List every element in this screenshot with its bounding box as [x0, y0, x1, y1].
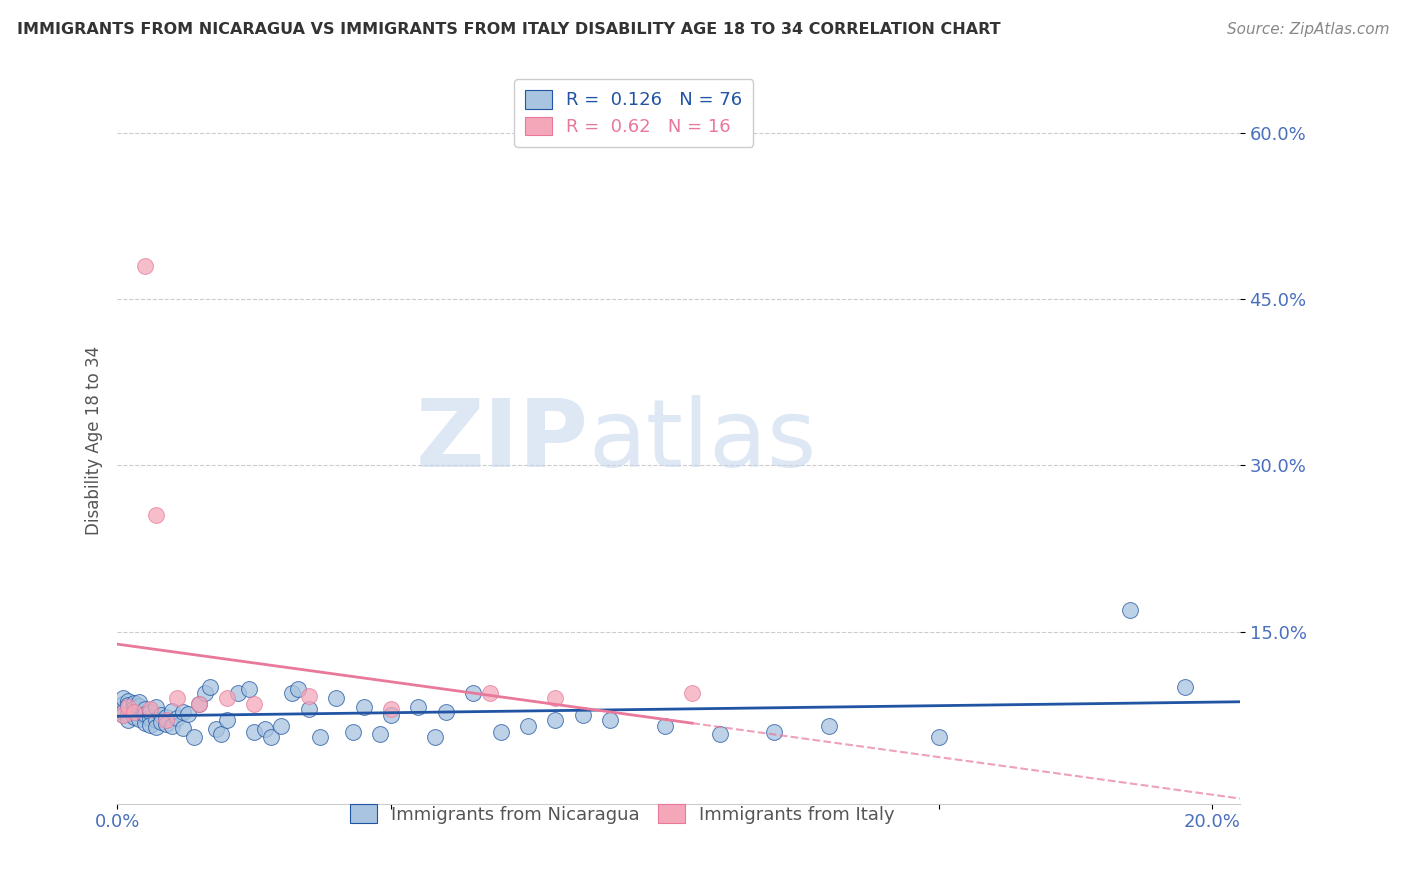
Point [243, 724, 266, 739]
Point [204, 723, 226, 737]
Point [599, 714, 621, 728]
Point [544, 714, 567, 728]
Point [188, 697, 211, 711]
Point [763, 724, 786, 739]
Point [155, 716, 177, 731]
Point [117, 698, 139, 712]
Point [368, 727, 391, 741]
Point [139, 705, 162, 719]
Point [155, 710, 177, 724]
Point [928, 730, 950, 744]
Point [183, 730, 205, 744]
Point [122, 710, 145, 724]
Point [544, 691, 567, 706]
Point [188, 697, 211, 711]
Point [571, 708, 593, 723]
Point [128, 699, 150, 714]
Point [200, 680, 222, 694]
Point [209, 727, 232, 741]
Point [172, 721, 194, 735]
Legend: Immigrants from Nicaragua, Immigrants from Italy: Immigrants from Nicaragua, Immigrants fr… [339, 794, 905, 835]
Point [177, 706, 200, 721]
Point [122, 701, 145, 715]
Point [818, 719, 841, 733]
Point [122, 704, 145, 718]
Point [166, 711, 188, 725]
Point [353, 700, 375, 714]
Point [380, 702, 402, 716]
Point [122, 696, 145, 710]
Point [434, 705, 457, 719]
Point [408, 700, 430, 714]
Point [254, 723, 277, 737]
Point [111, 708, 134, 723]
Point [139, 702, 162, 716]
Point [1119, 602, 1142, 616]
Point [709, 727, 731, 741]
Point [681, 686, 703, 700]
Point [117, 700, 139, 714]
Point [281, 686, 304, 700]
Point [516, 719, 538, 733]
Point [298, 702, 321, 716]
Point [342, 724, 364, 739]
Point [139, 718, 162, 732]
Point [117, 714, 139, 728]
Point [166, 691, 188, 706]
Point [423, 730, 446, 744]
Point [145, 508, 167, 523]
Point [128, 712, 150, 726]
Point [134, 709, 156, 723]
Point [160, 704, 183, 718]
Point [111, 708, 134, 723]
Point [226, 686, 249, 700]
Point [287, 682, 309, 697]
Point [117, 706, 139, 721]
Text: ZIP: ZIP [416, 394, 589, 486]
Point [128, 695, 150, 709]
Point [128, 706, 150, 720]
Point [172, 705, 194, 719]
Point [478, 686, 501, 700]
Point [111, 691, 134, 706]
Text: IMMIGRANTS FROM NICARAGUA VS IMMIGRANTS FROM ITALY DISABILITY AGE 18 TO 34 CORRE: IMMIGRANTS FROM NICARAGUA VS IMMIGRANTS … [17, 22, 1001, 37]
Point [117, 693, 139, 707]
Point [194, 686, 217, 700]
Text: Source: ZipAtlas.com: Source: ZipAtlas.com [1226, 22, 1389, 37]
Point [122, 705, 145, 719]
Point [215, 714, 238, 728]
Point [155, 714, 177, 728]
Point [259, 730, 281, 744]
Point [150, 714, 173, 729]
Point [238, 682, 260, 697]
Point [145, 720, 167, 734]
Point [654, 719, 676, 733]
Point [325, 691, 347, 706]
Point [139, 711, 162, 725]
Point [489, 724, 512, 739]
Point [134, 706, 156, 721]
Y-axis label: Disability Age 18 to 34: Disability Age 18 to 34 [86, 346, 103, 535]
Point [308, 730, 330, 744]
Point [134, 259, 156, 273]
Text: atlas: atlas [589, 394, 817, 486]
Point [215, 691, 238, 706]
Point [298, 689, 321, 703]
Point [117, 700, 139, 714]
Point [380, 708, 402, 723]
Point [243, 697, 266, 711]
Point [160, 719, 183, 733]
Point [1174, 680, 1197, 694]
Point [145, 700, 167, 714]
Point [145, 714, 167, 728]
Point [134, 702, 156, 716]
Point [463, 686, 485, 700]
Point [111, 702, 134, 716]
Point [111, 697, 134, 711]
Point [270, 719, 292, 733]
Point [111, 705, 134, 719]
Point [150, 708, 173, 723]
Point [134, 715, 156, 730]
